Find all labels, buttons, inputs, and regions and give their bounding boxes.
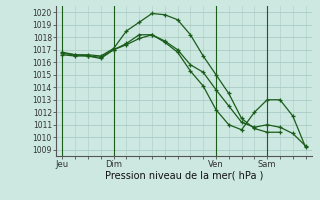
- X-axis label: Pression niveau de la mer( hPa ): Pression niveau de la mer( hPa ): [105, 171, 263, 181]
